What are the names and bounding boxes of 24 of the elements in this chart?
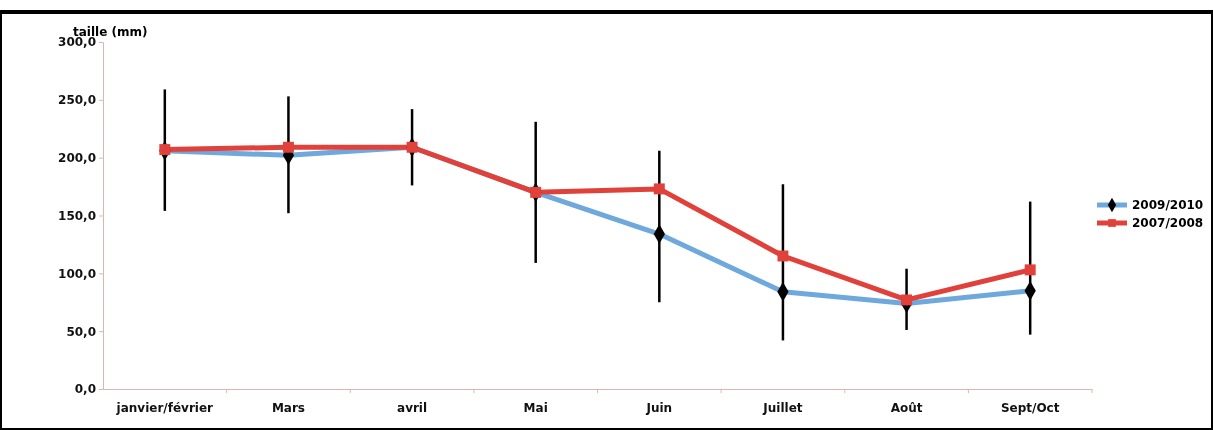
x-tick-label: Mars — [271, 400, 305, 415]
x-tick-label: Juillet — [762, 400, 803, 415]
point — [406, 141, 418, 153]
point — [777, 250, 789, 262]
x-tick-label: janvier/février — [115, 400, 214, 415]
y-tick-label: 0,0 — [74, 382, 96, 397]
y-tick-label: 150,0 — [58, 208, 96, 223]
y-tick-label: 200,0 — [58, 151, 96, 166]
y-tick-label: 100,0 — [58, 266, 96, 281]
x-tick-label: Juin — [645, 400, 673, 415]
x-tick-label: Mai — [523, 400, 548, 415]
x-tick-label: avril — [397, 400, 428, 415]
point — [1024, 264, 1036, 276]
legend-label: 2009/2010 — [1132, 198, 1204, 212]
x-tick-label: Août — [890, 400, 923, 415]
point — [159, 144, 171, 156]
point — [901, 294, 913, 306]
y-tick-label: 250,0 — [58, 93, 96, 108]
point — [282, 141, 294, 153]
point — [530, 186, 542, 198]
legend-label: 2007/2008 — [1132, 216, 1204, 230]
y-tick-label: 50,0 — [66, 324, 96, 339]
x-tick-label: Sept/Oct — [1000, 400, 1060, 415]
point — [653, 183, 665, 195]
